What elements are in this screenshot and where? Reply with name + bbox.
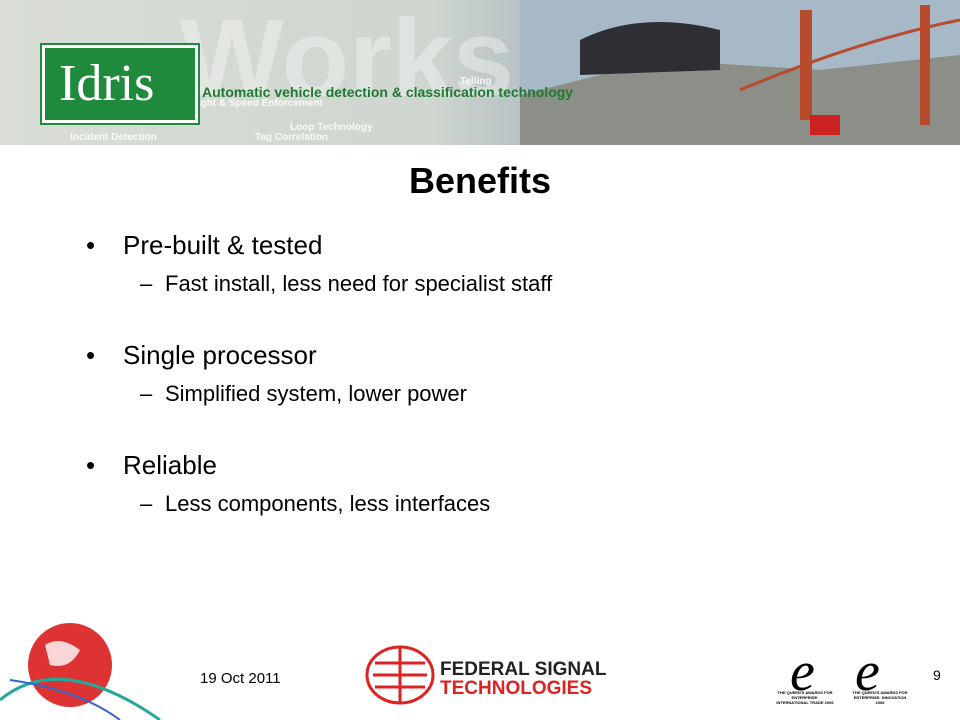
bullet-marker: • (86, 230, 96, 260)
bullet-text: Single processor (123, 340, 317, 370)
sub-marker: – (140, 381, 153, 406)
page-number: 9 (933, 667, 941, 683)
company-logo (365, 645, 435, 705)
bg-text: Incident Detection (70, 132, 157, 143)
company-name: FEDERAL SIGNAL (440, 659, 607, 680)
bg-text: Telling (460, 76, 492, 87)
bg-text: Tag Correlation (255, 132, 329, 143)
globe-graphic (0, 623, 161, 720)
bullet-text: Reliable (123, 450, 217, 480)
bg-text: Loop Technology (290, 122, 373, 133)
watermark: Works (180, 0, 515, 120)
tagline: Automatic vehicle detection & classifica… (202, 84, 574, 100)
sub-marker: – (140, 271, 153, 296)
logo-box: Idris (42, 45, 198, 123)
award-emblem: e (790, 641, 815, 703)
slide-title: Benefits (408, 160, 552, 201)
bullet-marker: • (86, 340, 96, 370)
logo: Idris (59, 55, 155, 112)
award-text: THE QUEEN'S AWARDS FOR ENTERPRISE: INTER… (776, 690, 834, 705)
sub-text: Less components, less interfaces (165, 491, 491, 516)
bullet-text: Pre-built & tested (123, 230, 323, 260)
header-photo (520, 0, 960, 145)
sub-marker: – (140, 491, 153, 516)
sub-text: Simplified system, lower power (165, 381, 467, 406)
award-text: THE QUEEN'S AWARDS FOR ENTERPRISE: INNOV… (852, 690, 908, 705)
award-emblem: e (855, 641, 880, 703)
company-name: TECHNOLOGIES (440, 678, 593, 699)
date: 19 Oct 2011 (200, 670, 281, 687)
bg-text: Red Light & Speed Enforcement (170, 98, 323, 109)
sub-text: Fast install, less need for specialist s… (165, 271, 553, 296)
bullet-marker: • (86, 450, 96, 480)
